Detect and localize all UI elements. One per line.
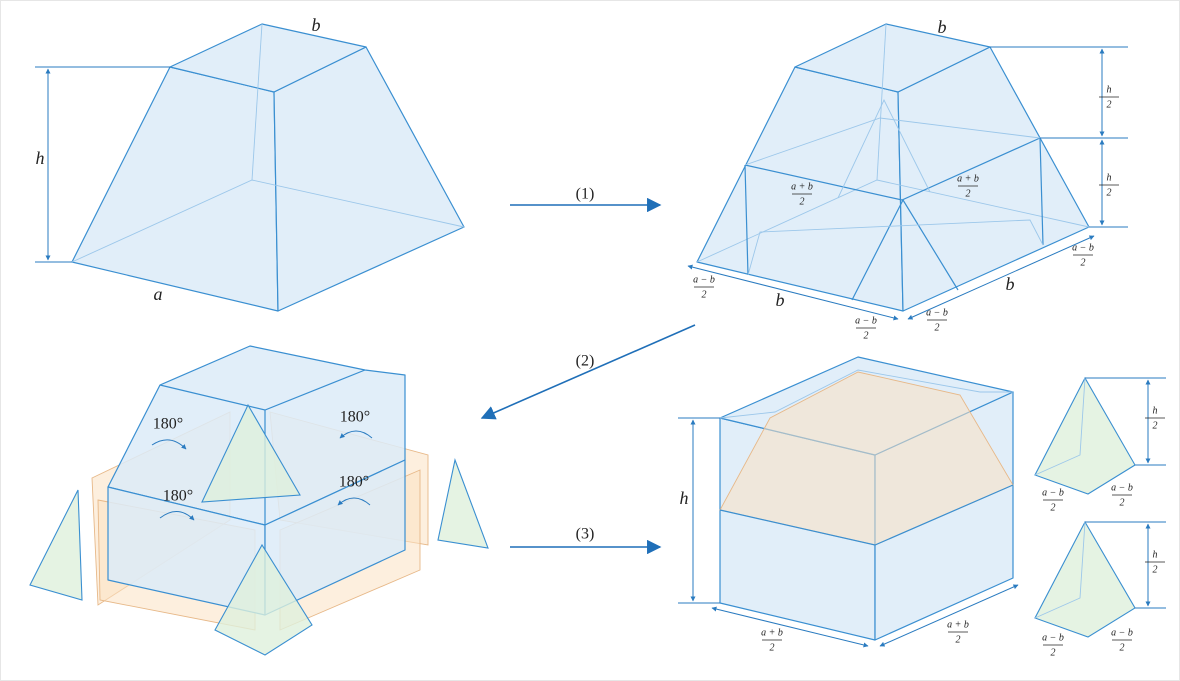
pyramid-height-label-denominator: 2	[1153, 564, 1158, 575]
half-height-label-numerator: h	[1107, 84, 1112, 95]
half-height-label-denominator: 2	[1107, 187, 1112, 198]
pyramid-base-label-numerator: a − b	[1042, 487, 1064, 498]
line	[687, 264, 899, 321]
half-height-label-numerator: h	[1107, 172, 1112, 183]
rotation-figure	[29, 345, 489, 656]
shape	[719, 484, 1014, 546]
step-arrows	[480, 197, 696, 555]
pyramid-base-label-numerator: a − b	[1111, 627, 1133, 638]
base-width-label-numerator: a + b	[761, 627, 783, 638]
shape	[169, 23, 367, 93]
base-part-label-denominator: 2	[864, 330, 869, 341]
line	[744, 164, 749, 276]
base-part-label-denominator: 2	[702, 289, 707, 300]
pyramid-base-label-denominator: 2	[1051, 647, 1056, 658]
base-width-label-denominator: 2	[770, 642, 775, 653]
base-part-label-numerator: a − b	[693, 274, 715, 285]
angle-label: 180°	[340, 409, 370, 426]
angle-label: 180°	[153, 416, 183, 433]
top-edge-label: b	[312, 15, 321, 35]
pyramid-height-label-numerator: h	[1153, 549, 1158, 560]
shape	[837, 98, 931, 199]
shape	[214, 543, 313, 656]
step-label: (3)	[576, 526, 595, 543]
result-figure	[678, 356, 1166, 648]
mid-width-label-numerator: a + b	[957, 173, 979, 184]
shape	[29, 489, 83, 601]
shape	[151, 439, 187, 450]
split-frustum	[687, 23, 1128, 321]
base-part-label-numerator: a − b	[855, 315, 877, 326]
top-edge-label: b	[938, 17, 947, 37]
shape	[201, 403, 301, 503]
step-label: (2)	[576, 353, 595, 370]
base-part-label-numerator: a − b	[926, 307, 948, 318]
base-edge-label: a	[154, 284, 163, 304]
height-label: h	[36, 148, 45, 168]
mid-width-label-numerator: a + b	[791, 181, 813, 192]
frustum	[35, 23, 465, 312]
line	[480, 324, 696, 420]
base-part-label-denominator: 2	[935, 322, 940, 333]
line	[1039, 137, 1044, 246]
angle-label: 180°	[339, 474, 369, 491]
pyramid-height-label-numerator: h	[1153, 405, 1158, 416]
angle-label: 180°	[163, 488, 193, 505]
base-width-label-numerator: a + b	[947, 619, 969, 630]
base-part-label-numerator: a − b	[1072, 242, 1094, 253]
shape	[1034, 377, 1086, 476]
pyramid-base-label-denominator: 2	[1051, 502, 1056, 513]
shape	[1034, 521, 1086, 619]
base-part-label-denominator: 2	[1081, 257, 1086, 268]
half-height-label-denominator: 2	[1107, 99, 1112, 110]
base-part-label: b	[1006, 274, 1015, 294]
height-label: h	[680, 488, 689, 508]
shape	[339, 430, 373, 439]
shape	[159, 511, 195, 521]
shape	[744, 137, 1041, 201]
line	[251, 23, 263, 181]
line	[876, 23, 887, 181]
shape	[719, 369, 1013, 419]
pyramid-base-label-numerator: a − b	[1111, 482, 1133, 493]
shape	[744, 117, 1041, 166]
line	[907, 235, 1095, 320]
mid-width-label-denominator: 2	[966, 188, 971, 199]
shape	[337, 497, 371, 506]
shape	[1034, 520, 1136, 638]
mid-width-label-denominator: 2	[800, 196, 805, 207]
pyramid-height-label-denominator: 2	[1153, 420, 1158, 431]
step-label: (1)	[576, 186, 595, 203]
base-part-label: b	[776, 290, 785, 310]
shape	[1034, 376, 1136, 495]
shape	[437, 458, 489, 549]
base-width-label-denominator: 2	[956, 634, 961, 645]
line	[711, 606, 869, 648]
pyramid-base-label-denominator: 2	[1120, 497, 1125, 508]
line	[879, 584, 1019, 647]
shape	[747, 219, 1044, 276]
pyramid-base-label-denominator: 2	[1120, 642, 1125, 653]
pyramid-base-label-numerator: a − b	[1042, 632, 1064, 643]
